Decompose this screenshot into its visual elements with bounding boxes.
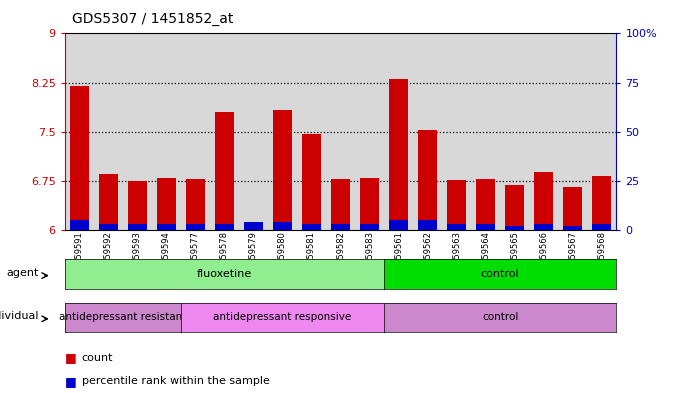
Bar: [273, 110, 292, 230]
Bar: [273, 222, 292, 230]
Bar: [529, 33, 558, 230]
Bar: [99, 224, 118, 230]
Text: individual: individual: [0, 311, 39, 321]
Bar: [505, 185, 524, 230]
Bar: [389, 79, 408, 230]
Bar: [152, 33, 181, 230]
Bar: [563, 187, 582, 230]
Text: fluoxetine: fluoxetine: [197, 269, 252, 279]
Bar: [447, 224, 466, 230]
Bar: [476, 224, 495, 230]
Bar: [558, 33, 587, 230]
Text: ■: ■: [65, 351, 76, 364]
Bar: [302, 134, 321, 230]
Bar: [384, 33, 413, 230]
Text: ■: ■: [65, 375, 76, 388]
Bar: [181, 33, 210, 230]
Bar: [128, 181, 146, 230]
Bar: [471, 33, 500, 230]
Bar: [69, 220, 89, 230]
Bar: [157, 178, 176, 230]
Bar: [123, 33, 152, 230]
Bar: [447, 180, 466, 230]
Bar: [215, 224, 234, 230]
Bar: [360, 224, 379, 230]
Bar: [563, 226, 582, 230]
Text: control: control: [482, 312, 518, 322]
Bar: [239, 33, 268, 230]
Bar: [326, 33, 355, 230]
Bar: [355, 33, 384, 230]
Text: GDS5307 / 1451852_at: GDS5307 / 1451852_at: [72, 12, 233, 26]
Bar: [69, 86, 89, 230]
Bar: [360, 178, 379, 230]
Bar: [268, 33, 297, 230]
Text: antidepressant resistant: antidepressant resistant: [59, 312, 187, 322]
Bar: [65, 33, 94, 230]
Bar: [331, 179, 350, 230]
Text: count: count: [82, 353, 113, 363]
Text: agent: agent: [6, 268, 39, 277]
Bar: [99, 174, 118, 230]
Bar: [244, 222, 263, 230]
Bar: [215, 112, 234, 230]
Bar: [157, 224, 176, 230]
Bar: [389, 220, 408, 230]
Bar: [128, 224, 146, 230]
Bar: [186, 179, 205, 230]
Bar: [94, 33, 123, 230]
Bar: [210, 33, 239, 230]
Bar: [535, 224, 553, 230]
Bar: [244, 222, 263, 230]
Bar: [418, 220, 437, 230]
Text: control: control: [481, 269, 520, 279]
Bar: [186, 224, 205, 230]
Bar: [476, 180, 495, 230]
Bar: [297, 33, 326, 230]
Bar: [413, 33, 442, 230]
Text: percentile rank within the sample: percentile rank within the sample: [82, 376, 270, 386]
Bar: [442, 33, 471, 230]
Bar: [500, 33, 529, 230]
Bar: [418, 130, 437, 230]
Bar: [535, 172, 553, 230]
Bar: [587, 33, 616, 230]
Bar: [592, 176, 612, 230]
Bar: [302, 224, 321, 230]
Bar: [331, 224, 350, 230]
Text: antidepressant responsive: antidepressant responsive: [213, 312, 351, 322]
Bar: [505, 226, 524, 230]
Bar: [592, 224, 612, 230]
